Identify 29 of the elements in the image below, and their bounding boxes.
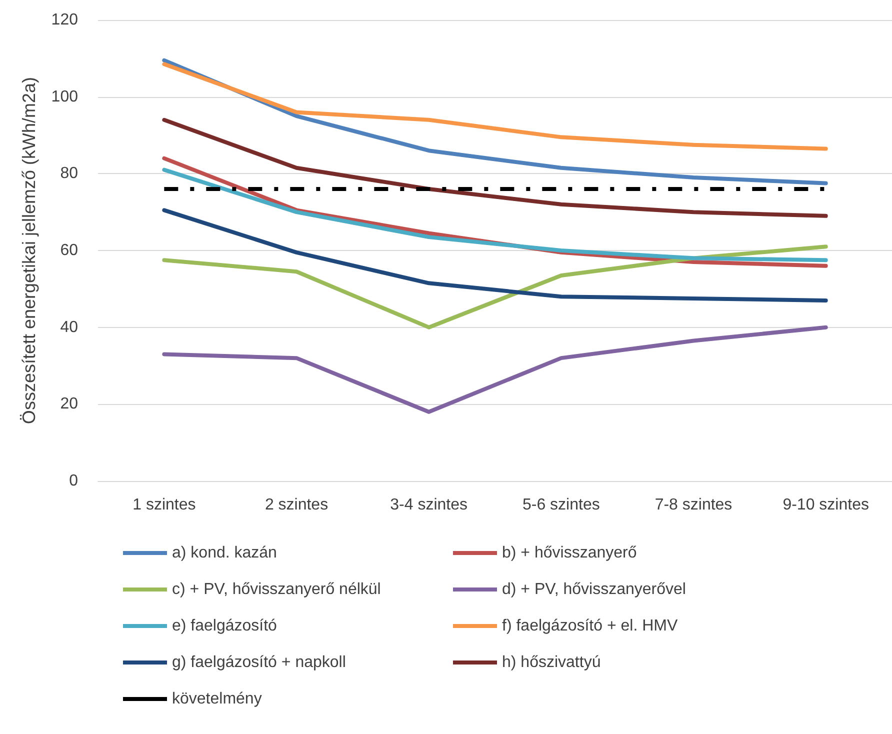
legend-label: d) + PV, hővisszanyerővel	[502, 581, 686, 598]
x-tick-label: 9-10 szintes	[782, 496, 869, 514]
legend-label: követelmény	[172, 690, 262, 708]
y-tick-label: 80	[60, 165, 78, 182]
y-tick-label: 60	[60, 242, 78, 259]
y-tick-label: 100	[51, 88, 78, 106]
y-tick-label: 40	[60, 318, 78, 336]
x-tick-label: 3-4 szintes	[390, 496, 468, 514]
y-tick-label: 120	[51, 12, 78, 28]
line-series	[162, 168, 828, 262]
x-tick-label: 1 szintes	[132, 496, 196, 514]
line-series	[162, 208, 828, 302]
line-series	[162, 244, 828, 330]
legend-label: e) faelgázosító	[172, 618, 278, 634]
legend-label: b) + hővisszanyerő	[502, 544, 637, 562]
x-tick-label: 5-6 szintes	[522, 496, 600, 514]
line-series	[162, 118, 828, 218]
legend-label: c) + PV, hővisszanyerő nélkül	[172, 581, 381, 598]
line-series	[162, 62, 828, 151]
y-tick-label: 0	[69, 472, 78, 490]
legend-label: f) faelgázosító + el. HMV	[502, 618, 678, 634]
legend-label: g) faelgázosító + napkoll	[172, 654, 346, 671]
legend-label: a) kond. kazán	[172, 544, 277, 562]
x-tick-label: 2 szintes	[264, 496, 328, 514]
x-tick-label: 7-8 szintes	[654, 496, 732, 514]
legend-label: h) hőszivattyú	[502, 654, 601, 671]
y-axis-title: Összesített energetikai jellemző (kWh/m2a)	[19, 76, 39, 424]
line-series	[162, 325, 828, 414]
y-tick-label: 20	[60, 396, 78, 413]
